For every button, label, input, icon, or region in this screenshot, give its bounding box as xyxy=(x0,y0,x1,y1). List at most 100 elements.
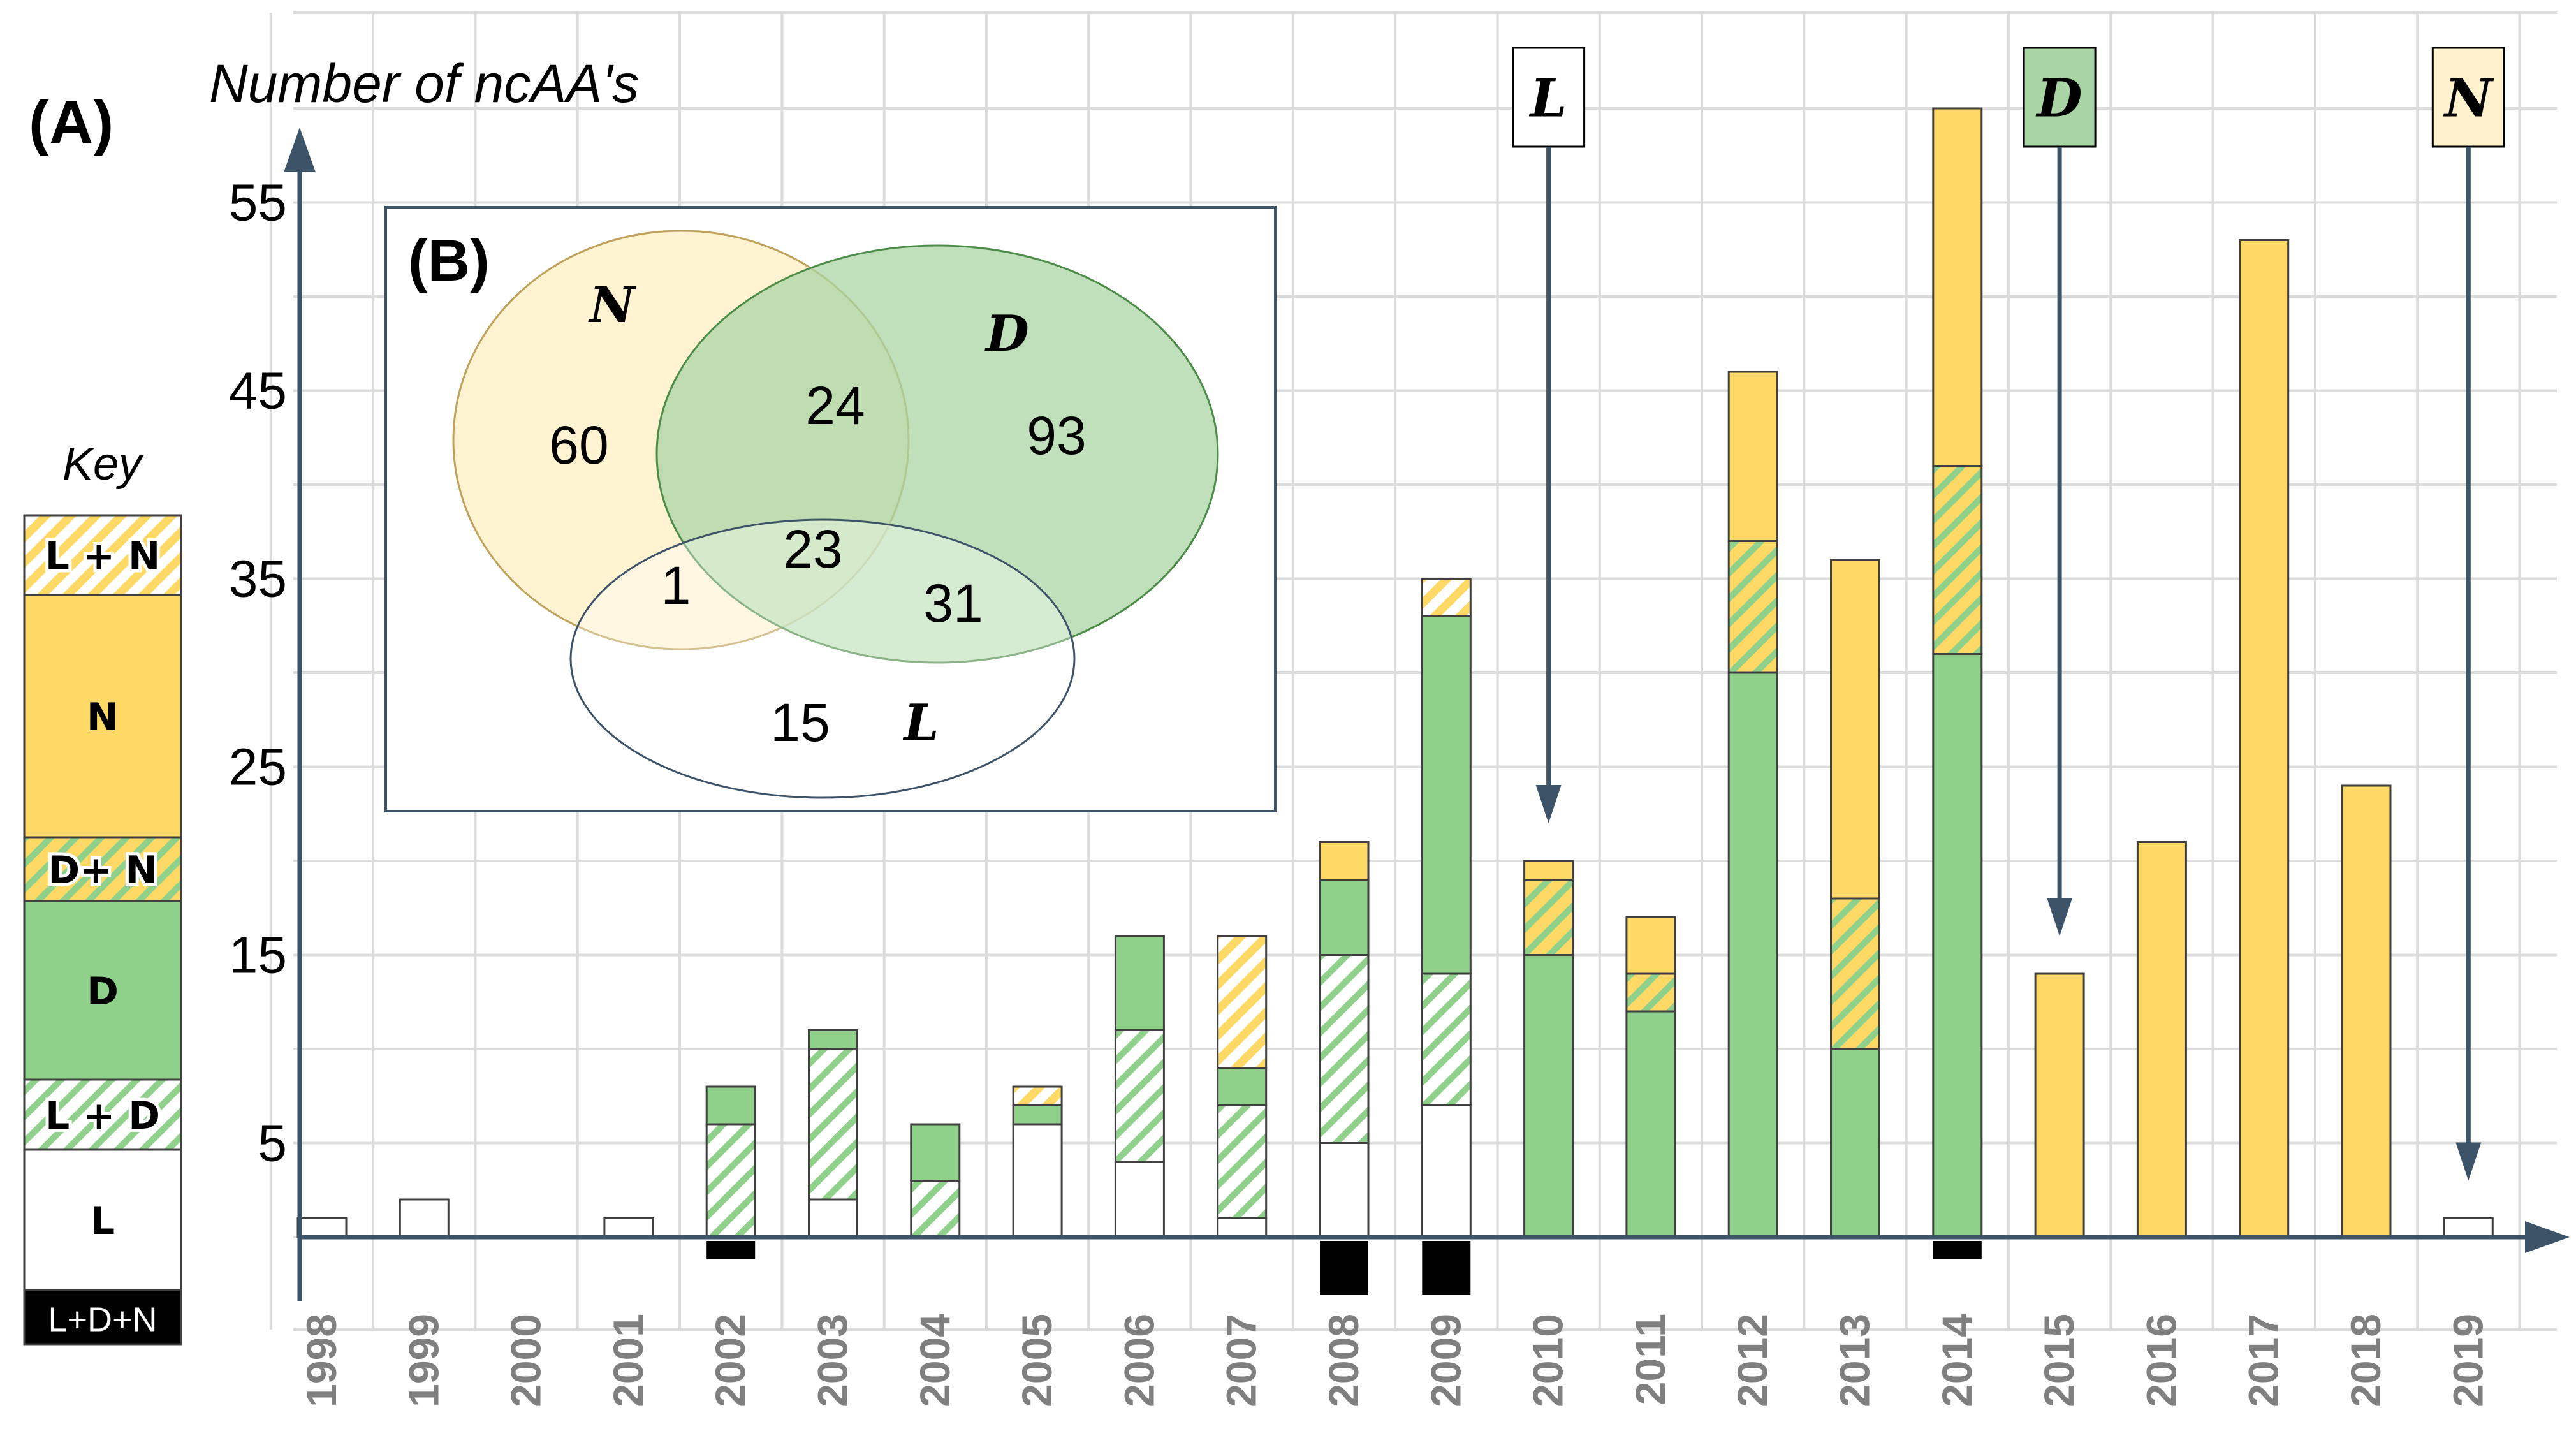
bar-2002-ld xyxy=(705,1123,756,1238)
x-tick-label: 1998 xyxy=(298,1314,345,1407)
bar-2012-dn xyxy=(1727,540,1778,674)
bar-2015-n xyxy=(2034,972,2085,1238)
lower-bar-2002 xyxy=(706,1241,756,1259)
annotation-label-d: D xyxy=(2036,68,2082,129)
x-tick-label: 2002 xyxy=(706,1314,754,1407)
key-label: D+ N xyxy=(48,848,157,893)
bar-2002-d xyxy=(705,1085,756,1126)
venn-region-d-l: 31 xyxy=(923,573,983,633)
key-swatch-d xyxy=(23,900,182,1081)
annotation-arrowhead-l xyxy=(1535,785,1562,823)
lower-bar-2009 xyxy=(1422,1241,1471,1295)
x-tick-label: 2007 xyxy=(1218,1314,1265,1407)
annotation-label-n: N xyxy=(2443,68,2494,129)
key-title: Key xyxy=(62,439,144,490)
venn-set-d-label: D xyxy=(984,305,1029,363)
y-tick-label: 35 xyxy=(229,550,287,608)
bar-2009-d xyxy=(1421,615,1472,975)
key-label: L xyxy=(91,1199,115,1244)
key-swatch-n xyxy=(23,594,182,839)
bar-2011-dn xyxy=(1625,972,1676,1013)
x-tick-label: 2014 xyxy=(1933,1314,1980,1407)
bar-2006-d xyxy=(1114,935,1165,1031)
venn-set-l-label: L xyxy=(903,694,939,752)
bar-2007-d xyxy=(1217,1067,1268,1106)
annotation-box-n xyxy=(2431,47,2505,148)
lower-bar-2014 xyxy=(1933,1241,1982,1259)
bar-2008-n xyxy=(1319,841,1370,881)
venn-region-n-only: 60 xyxy=(549,415,608,475)
bar-2010-n xyxy=(1523,860,1574,881)
bar-2018-n xyxy=(2341,784,2392,1238)
bar-2010-d xyxy=(1523,954,1574,1238)
x-tick-label: 2005 xyxy=(1013,1314,1060,1407)
y-axis-arrowhead xyxy=(284,128,316,172)
y-tick-label: 45 xyxy=(229,362,287,420)
bar-2011-d xyxy=(1625,1010,1676,1238)
bar-2003-l xyxy=(808,1198,858,1238)
bar-2012-d xyxy=(1727,671,1778,1238)
bar-1998-l xyxy=(296,1217,348,1238)
venn-set-n-label: N xyxy=(587,276,636,334)
key-label: L + D xyxy=(45,1094,160,1138)
x-tick-label: 2013 xyxy=(1831,1314,1878,1407)
bar-2008-ld xyxy=(1319,954,1370,1144)
bar-2007-ld xyxy=(1217,1104,1268,1219)
bar-2006-l xyxy=(1114,1161,1165,1238)
x-tick-label: 2019 xyxy=(2444,1314,2491,1407)
key-swatch-l xyxy=(23,1148,182,1291)
bar-2012-n xyxy=(1727,371,1778,542)
x-tick-labels: 1998 1999 2000 2001 2002 2003 2004 2005 2006 2007… xyxy=(298,1314,2491,1407)
bar-2006-ld xyxy=(1114,1029,1165,1163)
key-swatch-ln xyxy=(23,514,182,596)
bar-2004-d xyxy=(910,1123,961,1182)
key-label: N xyxy=(87,695,119,740)
y-tick-labels: 5 15 25 35 45 55 xyxy=(229,174,287,1173)
venn-region-n-l: 1 xyxy=(661,555,691,615)
venn-circle-l xyxy=(569,518,1076,799)
bar-2005-d xyxy=(1012,1104,1063,1126)
venn-panel-label: (B) xyxy=(408,228,490,293)
x-tick-label: 2015 xyxy=(2035,1314,2082,1407)
bar-2004-ld xyxy=(910,1180,961,1238)
bar-2009-l xyxy=(1421,1104,1472,1238)
bar-2001-l xyxy=(603,1217,654,1238)
x-tick-label: 2010 xyxy=(1525,1314,1572,1407)
venn-region-all: 23 xyxy=(783,519,842,579)
bar-2007-ln xyxy=(1217,935,1268,1069)
bar-2005-l xyxy=(1012,1123,1063,1238)
x-tick-label: 2006 xyxy=(1115,1314,1162,1407)
bar-2008-l xyxy=(1319,1142,1370,1238)
venn-region-l-only: 15 xyxy=(770,693,830,752)
key-label: D xyxy=(87,969,119,1014)
annotation-arrowhead-d xyxy=(2047,898,2073,936)
bar-2009-ln xyxy=(1421,578,1472,617)
venn-region-d-only: 93 xyxy=(1027,406,1086,466)
bar-2013-dn xyxy=(1830,897,1880,1050)
lower-bar-2008 xyxy=(1320,1241,1368,1295)
bar-2011-n xyxy=(1625,916,1676,975)
y-tick-label: 55 xyxy=(229,174,287,232)
bar-2003-d xyxy=(808,1029,858,1050)
x-tick-label: 2008 xyxy=(1320,1314,1367,1407)
y-tick-label: 15 xyxy=(229,927,287,985)
lower-bars xyxy=(706,1241,1982,1295)
key-label: L + N xyxy=(45,534,161,579)
x-axis-arrowhead xyxy=(2525,1221,2570,1253)
annotation-arrowhead-n xyxy=(2455,1142,2482,1181)
panel-a-label: (A) xyxy=(29,89,113,157)
bar-2008-d xyxy=(1319,879,1370,956)
venn-diagram: (B) N D L 60 24 93 1 23 31 15 xyxy=(384,206,1277,812)
key-legend: Key L + N N D+ N D L + D L L+D+N xyxy=(23,439,182,1346)
bar-2016-n xyxy=(2136,841,2187,1238)
bar-2009-ld xyxy=(1421,972,1472,1106)
bar-2019-l xyxy=(2443,1217,2494,1238)
x-tick-label: 2004 xyxy=(911,1314,958,1407)
bar-2013-d xyxy=(1830,1048,1880,1238)
x-tick-label: 2001 xyxy=(604,1314,652,1407)
x-tick-label: 2012 xyxy=(1729,1314,1776,1407)
x-tick-label: 2000 xyxy=(502,1314,550,1407)
x-tick-label: 2011 xyxy=(1627,1314,1674,1405)
